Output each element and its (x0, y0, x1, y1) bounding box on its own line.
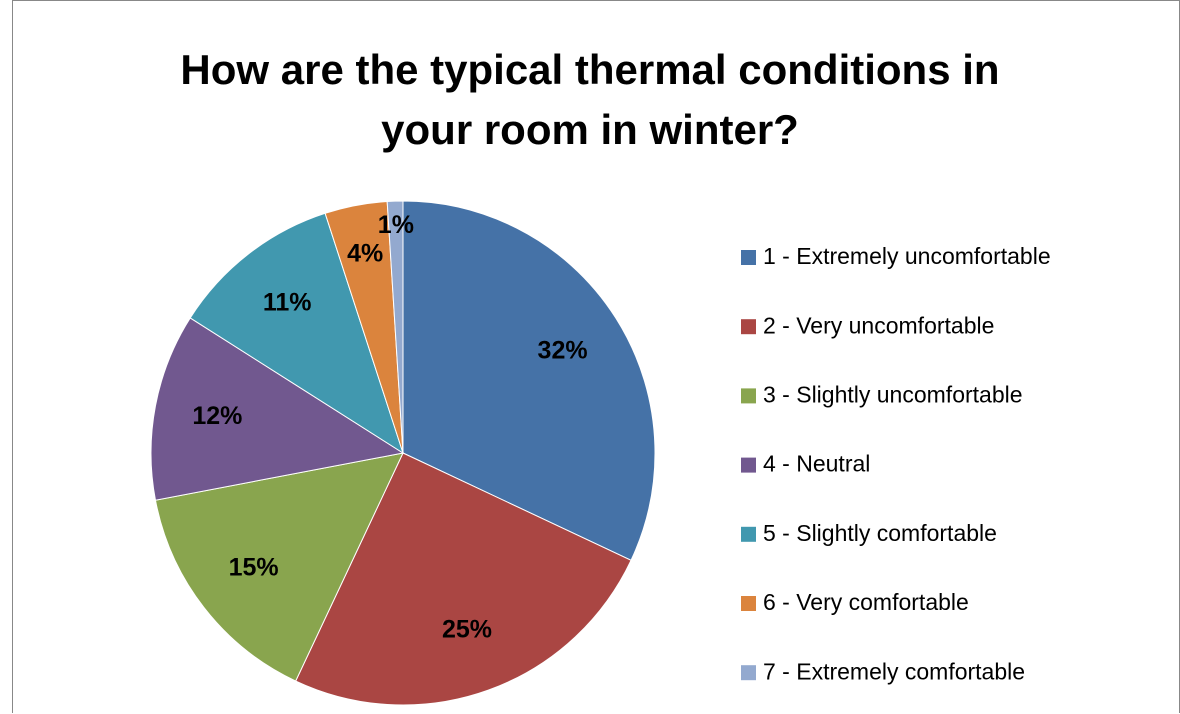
pie-slice (154, 452, 404, 682)
pie-slice (386, 200, 404, 454)
legend-swatch (741, 250, 756, 265)
pie-slice (295, 452, 632, 706)
pie-slice (402, 200, 656, 561)
data-label: 32% (538, 336, 588, 364)
legend-label: 2 - Very uncomfortable (763, 312, 994, 338)
legend-label: 3 - Slightly uncomfortable (763, 381, 1023, 407)
data-label: 25% (442, 615, 492, 643)
legend-swatch (741, 388, 756, 404)
legend-label: 7 - Extremely comfortable (763, 658, 1025, 684)
pie-slice (150, 317, 405, 501)
legend-label: 1 - Extremely uncomfortable (763, 243, 1051, 269)
legend-label: 5 - Slightly comfortable (763, 520, 997, 546)
data-label: 11% (263, 288, 312, 316)
pie-slice (189, 212, 404, 455)
data-label: 4% (347, 240, 383, 268)
legend-swatch (741, 319, 756, 335)
legend-label: 4 - Neutral (763, 451, 870, 477)
title-box: How are the typical thermal conditions i… (0, 40, 1180, 160)
legend-swatch (741, 665, 756, 681)
data-label: 12% (192, 402, 242, 430)
legend-swatch (741, 457, 756, 473)
legend-label: 6 - Very comfortable (763, 589, 969, 615)
legend-swatch (741, 596, 756, 611)
data-label: 15% (229, 553, 279, 581)
data-label: 1% (378, 211, 414, 239)
legend-swatch (741, 526, 756, 542)
chart-title: How are the typical thermal conditions i… (180, 46, 1000, 153)
